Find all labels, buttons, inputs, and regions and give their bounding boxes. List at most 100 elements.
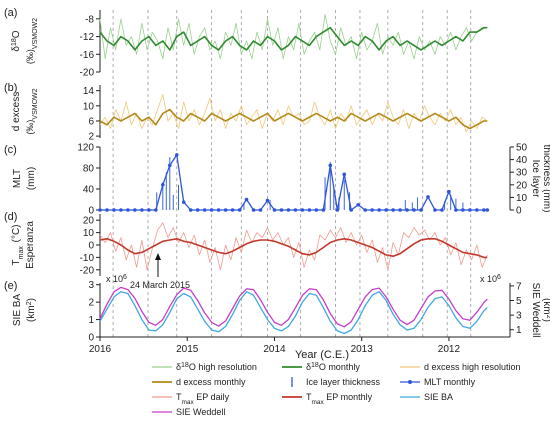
legend-label: MLT monthly xyxy=(424,377,476,387)
mlt-marker xyxy=(272,208,277,212)
mlt-marker xyxy=(286,208,291,212)
mlt-marker xyxy=(419,208,423,212)
mlt-marker xyxy=(279,208,284,212)
legend-entry: d excess monthly xyxy=(152,377,246,387)
y-tick-label: 2 xyxy=(88,298,94,309)
mlt-marker xyxy=(468,208,472,212)
mlt-marker xyxy=(230,208,235,212)
mlt-marker xyxy=(265,198,270,203)
y2-tick-label: 20 xyxy=(516,180,528,191)
mlt-marker xyxy=(258,208,263,212)
y-axis-title: SIE BA xyxy=(12,294,23,327)
legend-label: d excess monthly xyxy=(176,377,246,387)
mlt-marker xyxy=(112,208,116,212)
y2-tick-label: 7 xyxy=(516,281,522,292)
y-tick-label: 0 xyxy=(88,241,94,252)
x-axis: Year (C.E.) 2016 2015 2014 2013 2012 xyxy=(89,336,510,361)
y-tick-label: 1 xyxy=(88,315,94,326)
x-tick-label: 2016 xyxy=(89,344,112,355)
x-axis-title: Year (C.E.) xyxy=(295,349,349,361)
mlt-marker xyxy=(321,208,326,212)
y2-tick-label: 3 xyxy=(516,311,522,322)
y-tick-label: -16 xyxy=(80,50,95,61)
y-tick-label: 3 xyxy=(88,280,94,291)
mlt-marker xyxy=(307,208,312,212)
y-scale-note: x 106 xyxy=(106,274,127,285)
legend-label: Ice layer thickness xyxy=(306,377,381,387)
legend-label: δ18O high resolution xyxy=(176,362,257,373)
panel-label: (b) xyxy=(4,82,17,94)
mlt-marker xyxy=(174,153,179,157)
y-axis-unit: Esperanza xyxy=(25,221,36,269)
mlt-marker xyxy=(161,183,165,187)
mlt-marker xyxy=(349,208,354,212)
series-line xyxy=(99,94,488,133)
series-line xyxy=(99,286,488,328)
legend-entry: SIE Weddell xyxy=(152,407,225,417)
mlt-marker xyxy=(133,208,137,212)
series-4-0 xyxy=(99,291,488,335)
y-tick-label: 14 xyxy=(83,86,95,97)
legend-entry: δ18O high resolution xyxy=(152,362,257,373)
series-4-1 xyxy=(99,286,488,328)
panel-label: (a) xyxy=(4,7,17,19)
legend-entry: Tmax EP daily xyxy=(152,392,230,406)
legend-entry: d excess high resolution xyxy=(400,362,521,372)
mlt-marker xyxy=(223,208,228,212)
x-tick-label: 2013 xyxy=(351,344,374,355)
mlt-marker xyxy=(167,163,172,168)
x-tick-label: 2015 xyxy=(176,344,199,355)
legend-entry: Ice layer thickness xyxy=(291,377,381,387)
mlt-marker xyxy=(391,208,395,212)
y-tick-label: 40 xyxy=(83,185,95,196)
mlt-marker xyxy=(384,208,388,212)
series-3-0 xyxy=(99,222,488,271)
y2-tick-label: 40 xyxy=(516,155,528,166)
y-tick-label: -10 xyxy=(80,253,95,264)
mlt-marker xyxy=(188,208,193,212)
y-tick-label: 80 xyxy=(83,164,95,175)
annotation-group: 24 March 2015 xyxy=(130,253,190,290)
mlt-marker xyxy=(209,208,214,212)
y-tick-label: 10 xyxy=(83,101,95,112)
y-tick-label: -12 xyxy=(80,32,95,43)
mlt-marker xyxy=(154,208,158,212)
y-axis-title: MLT xyxy=(12,169,23,188)
y-axis-unit: (‰)VSMOW2 xyxy=(25,88,39,134)
y-tick-label: -20 xyxy=(80,68,95,79)
mlt-marker xyxy=(335,208,340,212)
mlt-marker xyxy=(328,163,333,168)
y-tick-label: 0 xyxy=(88,206,94,217)
mlt-marker xyxy=(370,208,374,212)
mlt-marker xyxy=(426,195,430,199)
mlt-marker xyxy=(140,208,144,212)
mlt-marker xyxy=(181,200,186,204)
legend-label: d excess high resolution xyxy=(424,362,521,372)
series-1-0 xyxy=(99,94,488,133)
y2-tick-label: 0 xyxy=(516,206,522,217)
y-axis-unit: (km2) xyxy=(26,298,38,322)
legend-label: Tmax EP daily xyxy=(176,392,230,406)
mlt-marker xyxy=(475,208,479,212)
series-3-1 xyxy=(99,238,488,259)
y-tick-label: 2 xyxy=(88,132,94,143)
legend-label: SIE BA xyxy=(424,392,453,402)
mlt-marker xyxy=(461,208,465,212)
series-2-1 xyxy=(98,153,490,212)
y2-scale-note: x 106 xyxy=(480,274,501,285)
y2-tick-label: 10 xyxy=(516,193,528,204)
legend-entry: δ18O monthly xyxy=(282,362,360,372)
mlt-marker xyxy=(454,208,458,212)
mlt-marker xyxy=(119,208,123,212)
legend-label: Tmax EP monthly xyxy=(306,392,373,406)
panel-b: (b) 14 10 6 2 d excess (‰)VSMOW2 xyxy=(4,82,488,143)
mlt-marker xyxy=(405,208,409,212)
mlt-marker xyxy=(300,208,305,212)
mlt-marker xyxy=(244,197,249,202)
mlt-marker xyxy=(377,208,381,212)
